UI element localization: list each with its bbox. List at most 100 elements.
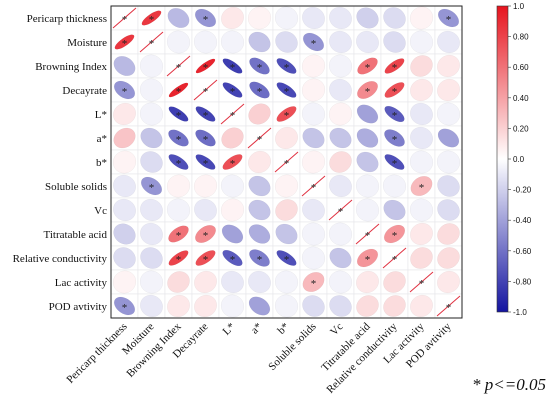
significance-star: * xyxy=(392,86,398,98)
correlation-ellipse xyxy=(328,270,353,294)
significance-star: * xyxy=(365,62,371,74)
correlation-ellipse xyxy=(382,174,407,198)
correlation-ellipse xyxy=(384,58,405,74)
correlation-ellipse xyxy=(301,246,326,270)
significance-star: * xyxy=(365,254,371,266)
row-label: L* xyxy=(95,109,107,121)
correlation-ellipse xyxy=(248,270,271,294)
correlation-ellipse xyxy=(140,294,163,318)
correlation-ellipse xyxy=(383,271,406,293)
column-label: L* xyxy=(220,321,237,338)
significance-star: * xyxy=(176,254,182,266)
colorbar-tick-label: 0.40 xyxy=(513,94,529,103)
significance-star: * xyxy=(176,62,182,74)
correlation-ellipse xyxy=(195,250,216,266)
significance-star: * xyxy=(230,158,236,170)
colorbar-tick-label: -0.80 xyxy=(513,277,532,286)
correlation-ellipse xyxy=(140,247,163,269)
diagonal-line xyxy=(247,127,272,149)
correlation-ellipse xyxy=(113,102,136,126)
significance-star: * xyxy=(176,86,182,98)
correlation-ellipse xyxy=(140,127,163,149)
correlation-ellipse xyxy=(168,154,189,170)
correlation-ellipse xyxy=(248,31,271,53)
correlation-ellipse xyxy=(329,174,352,198)
colorbar-tick-label: 0.80 xyxy=(513,33,529,42)
significance-star: * xyxy=(365,86,371,98)
correlation-ellipse xyxy=(356,104,379,124)
correlation-ellipse xyxy=(329,247,352,269)
correlation-ellipse xyxy=(195,225,216,243)
correlation-ellipse xyxy=(409,198,434,222)
correlation-ellipse xyxy=(248,199,271,221)
correlation-ellipse xyxy=(302,198,325,222)
correlation-ellipse xyxy=(357,57,378,75)
correlation-ellipse xyxy=(221,270,244,294)
significance-star: * xyxy=(230,254,236,266)
correlation-ellipse xyxy=(166,174,191,198)
correlation-ellipse xyxy=(140,222,163,246)
correlation-ellipse xyxy=(357,81,378,99)
significance-star: * xyxy=(176,110,182,122)
correlation-ellipse xyxy=(221,6,244,30)
colorbar-tick-label: 0.60 xyxy=(513,63,529,72)
correlation-ellipse xyxy=(167,8,190,28)
colorbar-tick-label: -1.0 xyxy=(513,308,527,317)
correlation-ellipse xyxy=(409,30,434,54)
correlation-ellipse xyxy=(221,127,244,149)
row-label: POD avtivity xyxy=(49,301,108,313)
correlation-ellipse xyxy=(248,175,271,197)
column-label: Pericarp thickness xyxy=(64,321,129,386)
correlation-ellipse xyxy=(383,31,406,53)
correlation-ellipse xyxy=(195,154,216,170)
correlation-ellipse xyxy=(221,224,244,244)
correlation-ellipse xyxy=(113,56,136,76)
correlation-ellipse xyxy=(356,7,379,29)
correlation-ellipse xyxy=(195,106,216,122)
correlation-ellipse xyxy=(276,250,297,266)
correlation-ellipse xyxy=(249,249,270,267)
correlation-ellipse xyxy=(302,6,325,30)
correlation-ellipse xyxy=(274,294,299,318)
significance-star: * xyxy=(257,134,263,146)
correlation-ellipse xyxy=(194,270,217,294)
correlation-ellipse xyxy=(410,55,433,77)
diagonal-line xyxy=(166,55,191,77)
correlation-ellipse xyxy=(437,30,460,54)
correlation-ellipse xyxy=(383,199,406,221)
significance-star: * xyxy=(446,14,452,26)
colorbar-tick-label: -0.60 xyxy=(513,247,532,256)
correlation-ellipse xyxy=(410,222,433,246)
correlation-ellipse xyxy=(248,103,271,125)
correlation-ellipse xyxy=(437,270,460,294)
row-label: Decayrate xyxy=(62,85,107,97)
correlation-ellipse xyxy=(222,58,243,74)
correlation-ellipse xyxy=(166,198,191,222)
significance-star: * xyxy=(284,158,290,170)
correlation-ellipse xyxy=(410,78,433,102)
correlation-ellipse xyxy=(437,223,460,245)
colorbar-tick-label: 1.0 xyxy=(513,2,525,11)
correlation-ellipse xyxy=(437,8,460,28)
column-label: b* xyxy=(275,321,291,337)
correlation-ellipse xyxy=(194,198,217,222)
significance-star: * xyxy=(203,86,209,98)
row-label: Vc xyxy=(94,205,107,217)
significance-star: * xyxy=(419,182,425,194)
row-label: b* xyxy=(96,157,107,169)
significance-star: * xyxy=(203,110,209,122)
diagonal-line xyxy=(355,223,380,245)
significance-star: * xyxy=(176,134,182,146)
correlation-ellipse xyxy=(356,295,379,317)
significance-star: * xyxy=(176,158,182,170)
row-label: Pericarp thickness xyxy=(27,13,107,25)
correlation-ellipse xyxy=(222,249,243,267)
significance-star: * xyxy=(311,182,317,194)
column-label: a* xyxy=(249,321,265,337)
significance-star: * xyxy=(311,278,317,290)
correlation-ellipse xyxy=(113,174,136,198)
correlation-ellipse xyxy=(437,199,460,221)
significance-star: * xyxy=(392,254,398,266)
correlation-ellipse xyxy=(247,6,272,30)
correlation-ellipse xyxy=(166,30,191,54)
